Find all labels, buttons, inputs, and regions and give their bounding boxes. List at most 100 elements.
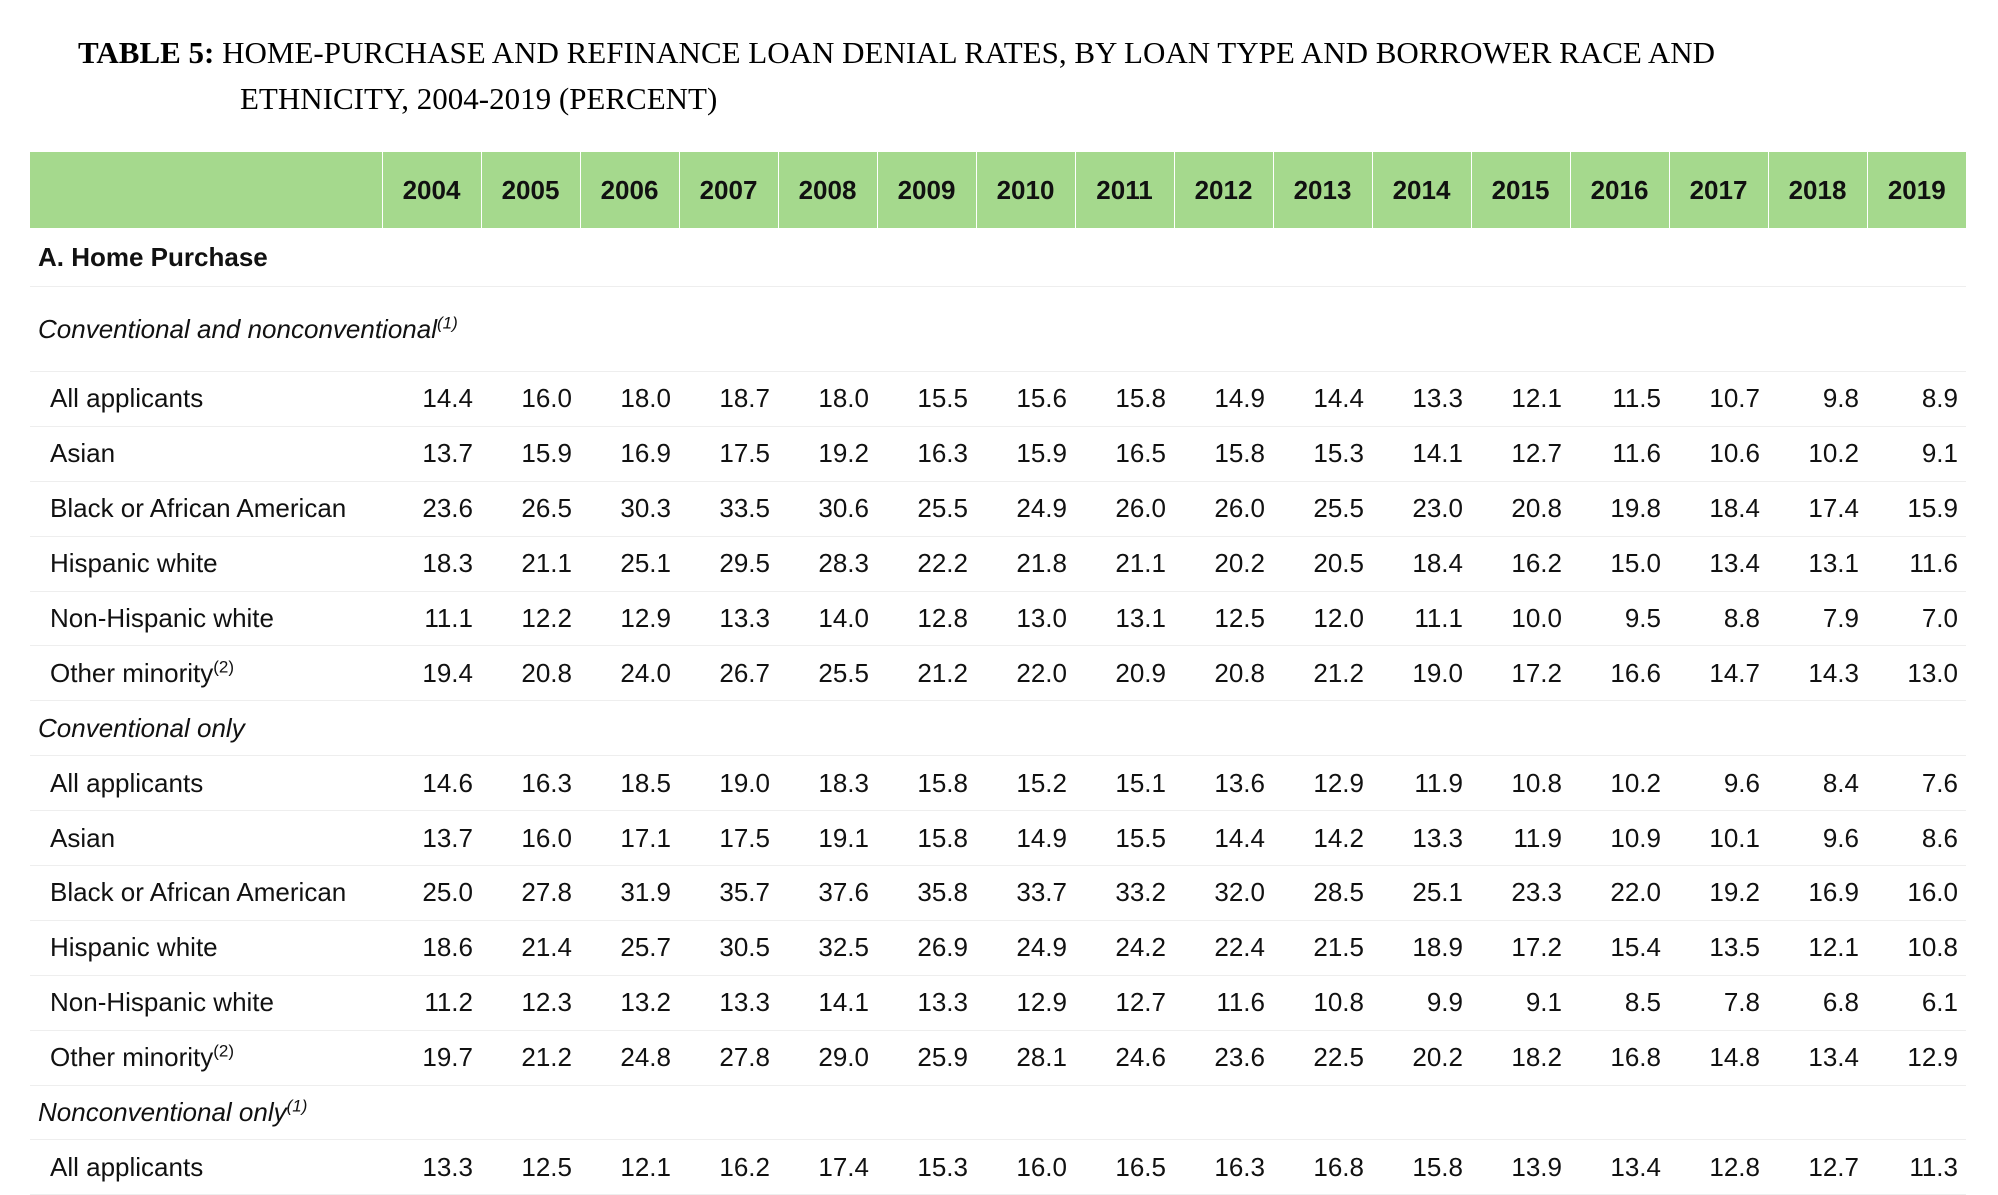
- rate-cell: 29.5: [679, 536, 778, 592]
- rate-cell: 16.5: [1075, 1139, 1174, 1195]
- rate-cell: 13.9: [1471, 1139, 1570, 1195]
- rate-cell: 28.1: [976, 1030, 1075, 1086]
- section-title-text: A. Home Purchase: [38, 241, 268, 272]
- rate-cell: 20.9: [1075, 645, 1174, 702]
- row-label: Other minority(2): [30, 1030, 382, 1086]
- year-header: 2009: [876, 152, 976, 228]
- rate-cell: 30.5: [679, 920, 778, 976]
- rate-cell: 18.4: [1669, 481, 1768, 537]
- rate-cell: 12.9: [1867, 1030, 1966, 1086]
- rate-cell: 9.1: [1471, 975, 1570, 1031]
- rate-cell: 14.4: [1174, 810, 1273, 867]
- rate-cell: 13.0: [976, 591, 1075, 647]
- rate-cell: 26.5: [481, 481, 580, 537]
- rate-cell: 12.2: [481, 591, 580, 647]
- rate-cell: 16.2: [1471, 536, 1570, 592]
- rate-cell: 18.7: [679, 371, 778, 427]
- rate-cell: 7.9: [1768, 591, 1867, 647]
- year-header: 2005: [480, 152, 580, 228]
- rate-cell: 16.8: [1273, 1139, 1372, 1195]
- row-label-text: Non-Hispanic white: [50, 603, 274, 633]
- rate-cell: 8.8: [1669, 591, 1768, 647]
- rate-cell: 30.3: [580, 481, 679, 537]
- rate-cell: 11.9: [1372, 755, 1471, 812]
- year-header: 2016: [1569, 152, 1669, 228]
- rate-cell: 17.2: [1471, 645, 1570, 702]
- rate-cell: 20.8: [1471, 481, 1570, 537]
- rate-cell: 12.9: [1273, 755, 1372, 812]
- rate-cell: 17.5: [679, 810, 778, 867]
- rate-cell: 10.2: [1768, 426, 1867, 482]
- rate-cell: 19.8: [1570, 481, 1669, 537]
- rate-cell: 13.4: [1669, 536, 1768, 592]
- rate-cell: 35.7: [679, 865, 778, 921]
- row-label: All applicants: [30, 371, 382, 427]
- row-label-text: Other minority: [50, 1042, 214, 1073]
- rate-cell: 22.0: [1570, 865, 1669, 921]
- rate-cell: 13.7: [382, 810, 481, 867]
- rate-cell: 10.1: [1669, 810, 1768, 867]
- rate-cell: 9.5: [1570, 591, 1669, 647]
- year-header: 2008: [777, 152, 877, 228]
- rate-cell: 23.0: [1372, 481, 1471, 537]
- rate-cell: 16.8: [1570, 1030, 1669, 1086]
- rate-cell: 16.3: [481, 755, 580, 812]
- rate-cell: 15.6: [976, 371, 1075, 427]
- rate-cell: 17.1: [580, 810, 679, 867]
- rate-cell: 10.8: [1471, 755, 1570, 812]
- rate-cell: 15.9: [976, 426, 1075, 482]
- rate-cell: 9.1: [1867, 426, 1966, 482]
- rate-cell: 24.6: [1075, 1030, 1174, 1086]
- denial-rates-table: 2004 2005 2006 2007 2008 2009 2010 2011 2012 2013…: [30, 152, 1966, 1195]
- rate-cell: 15.5: [1075, 810, 1174, 867]
- table-row: Other minority(2) 19.7 21.2 24.8 27.8 29.0 25.…: [30, 1030, 1966, 1086]
- rate-cell: 15.4: [1570, 920, 1669, 976]
- rate-cell: 12.1: [1768, 920, 1867, 976]
- table-row: All applicants 13.3 12.5 12.1 16.2 17.4 15.3 16…: [30, 1139, 1966, 1195]
- row-label-text: Asian: [50, 438, 116, 469]
- group-row: Conventional only: [30, 700, 1966, 757]
- header-row: 2004 2005 2006 2007 2008 2009 2010 2011 2012 2013…: [30, 152, 1966, 228]
- rate-cell: 9.9: [1372, 975, 1471, 1031]
- rate-cell: 7.0: [1867, 591, 1966, 647]
- rate-cell: 9.6: [1669, 755, 1768, 812]
- rate-cell: 23.6: [1174, 1030, 1273, 1086]
- rate-cell: 20.8: [1174, 645, 1273, 702]
- title-line-1: HOME-PURCHASE AND REFINANCE LOAN DENIAL …: [222, 35, 1716, 70]
- rate-cell: 33.2: [1075, 865, 1174, 921]
- year-header: 2014: [1371, 152, 1471, 228]
- header-corner: [30, 152, 382, 228]
- rate-cell: 35.8: [877, 865, 976, 921]
- year-header: 2006: [579, 152, 679, 228]
- rate-cell: 22.0: [976, 645, 1075, 702]
- row-label-text: Non-Hispanic white: [50, 987, 274, 1018]
- rate-cell: 30.6: [778, 481, 877, 537]
- rate-cell: 13.3: [1372, 810, 1471, 867]
- rate-cell: 15.2: [976, 755, 1075, 812]
- footnote-marker: (1): [436, 312, 458, 332]
- row-label: Non-Hispanic white: [30, 975, 382, 1031]
- year-header: 2017: [1668, 152, 1768, 228]
- table-row: Other minority(2) 19.4 20.8 24.0 26.7 25.5 21.…: [30, 645, 1966, 702]
- section-row: A. Home Purchase: [30, 228, 1966, 287]
- rate-cell: 18.5: [580, 755, 679, 812]
- rate-cell: 10.9: [1570, 810, 1669, 867]
- rate-cell: 15.1: [1075, 755, 1174, 812]
- rate-cell: 28.3: [778, 536, 877, 592]
- row-label: Non-Hispanic white: [30, 591, 382, 647]
- rate-cell: 15.3: [1273, 426, 1372, 482]
- rate-cell: 14.1: [778, 975, 877, 1031]
- table-row: Non-Hispanic white 11.2 12.3 13.2 13.3 14.1 13…: [30, 975, 1966, 1031]
- row-label: Black or African American: [30, 865, 382, 921]
- rate-cell: 17.4: [1768, 481, 1867, 537]
- table-body: A. Home Purchase Conventional and nonconv…: [30, 228, 1966, 1195]
- rate-cell: 29.0: [778, 1030, 877, 1086]
- rate-cell: 9.8: [1768, 371, 1867, 427]
- rate-cell: 12.5: [481, 1139, 580, 1195]
- rate-cell: 10.8: [1273, 975, 1372, 1031]
- rate-cell: 20.2: [1174, 536, 1273, 592]
- row-label-text: All applicants: [50, 1151, 204, 1182]
- rate-cell: 21.2: [481, 1030, 580, 1086]
- rate-cell: 13.3: [1372, 371, 1471, 427]
- group-title-text: Conventional and nonconventional: [38, 313, 437, 344]
